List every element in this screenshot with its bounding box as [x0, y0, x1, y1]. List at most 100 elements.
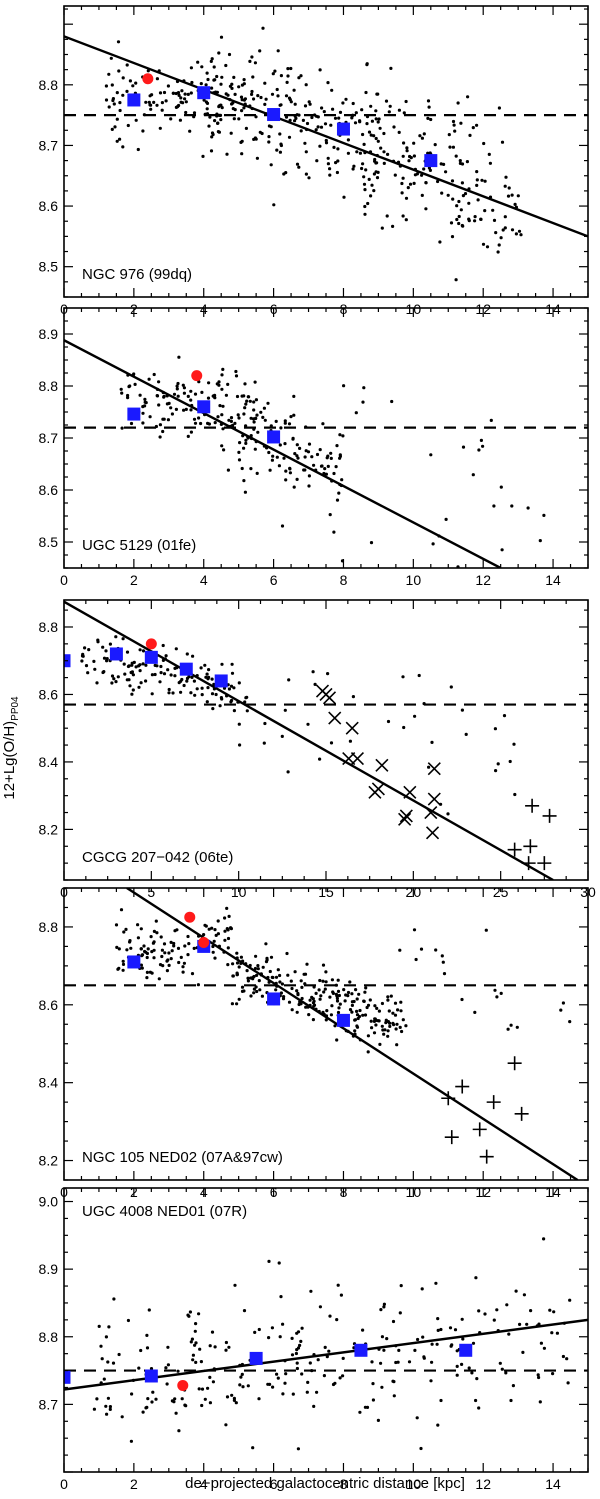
hii-region-point	[267, 135, 271, 139]
hii-region-point	[260, 994, 264, 998]
hii-region-point	[292, 88, 296, 92]
hii-region-point	[351, 167, 355, 171]
sn-site-point	[198, 937, 210, 949]
hii-region-point	[243, 382, 247, 386]
hii-region-point	[436, 179, 440, 184]
y-tick-label: 8.8	[39, 1329, 59, 1345]
hii-region-point	[401, 214, 405, 218]
hii-region-point	[138, 393, 142, 397]
hii-region-point	[157, 403, 161, 407]
hii-region-point	[121, 76, 125, 80]
hii-region-point	[145, 970, 149, 975]
hii-region-point	[139, 963, 143, 967]
hii-region-point	[526, 506, 530, 510]
hii-region-point	[237, 997, 241, 1001]
sn-site-point	[191, 370, 203, 382]
hii-region-point	[327, 1349, 331, 1353]
hii-region-point	[261, 26, 265, 30]
hii-region-point	[137, 1366, 141, 1370]
hii-region-point	[182, 961, 186, 965]
hii-region-point	[358, 151, 362, 155]
hii-region-point	[146, 947, 150, 951]
hii-region-point	[145, 955, 149, 960]
hii-region-point	[143, 949, 147, 954]
hii-region-point	[503, 215, 507, 219]
x-tick-label: 4	[200, 1476, 208, 1492]
hii-region-point	[440, 954, 444, 958]
hii-region-point	[149, 107, 153, 111]
plus-marker-point	[472, 1122, 487, 1137]
hii-region-point	[277, 1261, 281, 1265]
hii-region-point	[163, 951, 167, 955]
hii-region-point	[194, 1360, 198, 1364]
hii-region-point	[500, 140, 505, 144]
hii-region-point	[269, 163, 273, 167]
hii-region-point	[401, 154, 405, 158]
hii-region-point	[329, 456, 333, 460]
hii-region-point	[217, 130, 221, 134]
hii-region-point	[324, 141, 329, 145]
hii-region-point	[166, 668, 170, 672]
hii-region-point	[284, 171, 288, 175]
hii-region-point	[306, 1380, 310, 1384]
hii-region-point	[109, 56, 113, 60]
hii-region-point	[290, 1336, 294, 1340]
hii-region-point	[386, 719, 391, 724]
hii-region-point	[182, 683, 186, 688]
hii-region-point	[287, 422, 292, 426]
hii-region-point	[169, 673, 173, 677]
hii-region-point	[174, 91, 178, 96]
hii-region-point	[230, 671, 235, 675]
plus-marker-point	[521, 856, 536, 871]
hii-region-point	[512, 742, 516, 746]
hii-region-point	[120, 391, 124, 395]
hii-region-point	[318, 757, 322, 761]
binned-mean-square	[64, 1370, 71, 1384]
hii-region-point	[116, 40, 121, 44]
hii-region-point	[283, 442, 287, 446]
hii-region-point	[284, 115, 289, 119]
hii-region-point	[169, 406, 173, 410]
hii-region-point	[374, 109, 378, 113]
hii-region-point	[376, 139, 380, 143]
hii-region-point	[389, 994, 393, 998]
hii-region-point	[279, 426, 283, 430]
hii-region-point	[204, 83, 208, 87]
hii-region-point	[422, 167, 426, 171]
hii-region-point	[283, 708, 287, 712]
hii-region-point	[401, 176, 405, 180]
hii-region-point	[147, 377, 151, 381]
hii-region-point	[332, 471, 336, 476]
hii-region-point	[363, 204, 367, 209]
x-marker-point	[398, 812, 412, 826]
hii-region-point	[233, 421, 237, 425]
hii-region-point	[293, 970, 297, 974]
hii-region-point	[386, 998, 390, 1002]
hii-region-point	[372, 189, 376, 193]
hii-region-point	[389, 66, 393, 70]
hii-region-point	[141, 1410, 145, 1414]
hii-region-point	[93, 667, 97, 671]
hii-region-point	[460, 1317, 464, 1321]
hii-region-point	[132, 372, 136, 376]
hii-region-point	[145, 1346, 150, 1350]
hii-region-point	[244, 696, 248, 700]
hii-region-point	[499, 991, 503, 996]
hii-region-point	[110, 674, 115, 678]
hii-region-point	[475, 170, 479, 174]
hii-region-point	[242, 989, 246, 993]
hii-region-point	[203, 1397, 207, 1401]
hii-region-point	[323, 467, 327, 471]
hii-region-point	[104, 98, 109, 102]
hii-region-point	[123, 672, 127, 676]
hii-region-point	[382, 150, 386, 154]
hii-region-point	[189, 408, 193, 412]
hii-region-point	[240, 109, 244, 113]
hii-region-point	[115, 139, 119, 143]
hii-region-point	[141, 662, 145, 666]
hii-region-point	[338, 1002, 342, 1006]
hii-region-point	[474, 1276, 478, 1280]
hii-region-point	[197, 1387, 201, 1391]
hii-region-point	[148, 415, 152, 419]
